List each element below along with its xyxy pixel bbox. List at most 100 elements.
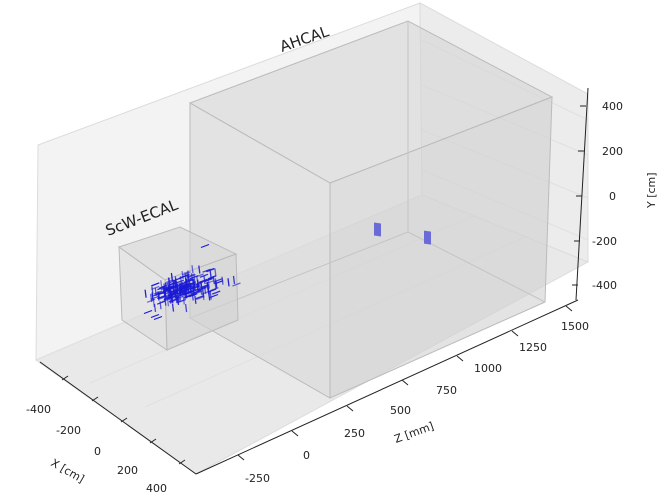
ecal-hit bbox=[164, 288, 167, 298]
ecal-hit bbox=[174, 295, 184, 300]
ecal-hit bbox=[191, 288, 201, 293]
ecal-hit bbox=[185, 288, 188, 297]
ecal-hit bbox=[189, 285, 192, 294]
ecal-hit bbox=[214, 268, 217, 277]
z-tick: 1000 bbox=[474, 362, 502, 375]
y-tick: -400 bbox=[592, 279, 617, 292]
ecal-hit bbox=[232, 282, 241, 287]
ecal-hit bbox=[232, 275, 236, 284]
ecal-hit bbox=[153, 315, 163, 321]
ecal-hit bbox=[158, 289, 168, 295]
ecal-hit bbox=[177, 298, 186, 304]
x-tick: 0 bbox=[94, 445, 101, 458]
ecal-hit bbox=[165, 285, 174, 291]
ecal-hit bbox=[195, 295, 204, 300]
ecal-hit bbox=[195, 295, 205, 301]
ecal-hit bbox=[205, 280, 215, 285]
ecal-hit bbox=[191, 290, 200, 295]
ecal-hit bbox=[210, 286, 219, 292]
ecal-hit bbox=[178, 284, 182, 293]
ecal-hit bbox=[189, 275, 199, 280]
ecal-hit bbox=[187, 273, 196, 279]
ecal-hit bbox=[214, 277, 223, 283]
ecal-hit bbox=[205, 267, 215, 273]
ecal-hit bbox=[157, 285, 166, 291]
z-tick: 500 bbox=[390, 404, 411, 417]
ecal-hit bbox=[168, 285, 171, 294]
ecal-hit bbox=[214, 280, 217, 289]
ecal-hit bbox=[209, 293, 219, 299]
x-tick: 200 bbox=[117, 464, 138, 477]
ecal-hit bbox=[156, 300, 166, 305]
ecal-hit bbox=[201, 290, 210, 296]
ecal-hit bbox=[184, 278, 194, 284]
ecal-hit bbox=[169, 289, 179, 294]
ecal-hit bbox=[198, 265, 201, 274]
ecal-hit bbox=[184, 304, 188, 313]
y-axis: 400 200 0 -200 -400 Y [cm] bbox=[572, 87, 658, 301]
ecal-hit bbox=[154, 287, 157, 296]
z-tick: -250 bbox=[245, 472, 270, 485]
z-axis-label: Z [mm] bbox=[393, 420, 436, 446]
ecal-hit bbox=[172, 277, 182, 282]
y-tick: -200 bbox=[592, 235, 617, 248]
ecal-hit bbox=[209, 291, 212, 300]
ecal-hit bbox=[150, 313, 160, 319]
ecal-hit bbox=[185, 282, 195, 287]
z-tick: 1500 bbox=[561, 320, 589, 333]
ecal-hit bbox=[194, 295, 197, 304]
z-tick: 750 bbox=[436, 384, 457, 397]
hit-cloud bbox=[143, 243, 241, 321]
ecal-hit bbox=[143, 309, 153, 315]
z-tick: 250 bbox=[344, 427, 365, 440]
ecal-hit bbox=[207, 280, 211, 289]
ahcal-hit-2 bbox=[374, 222, 381, 237]
ecal-hit bbox=[207, 275, 217, 280]
x-tick: 400 bbox=[146, 482, 167, 492]
z-tick: 0 bbox=[303, 449, 310, 462]
ecal-hit bbox=[180, 283, 183, 292]
ecal-hit bbox=[144, 289, 147, 298]
ecal-hit bbox=[176, 290, 186, 295]
x-tick: -200 bbox=[56, 424, 81, 437]
ecal-hit bbox=[159, 294, 169, 300]
ecal-hit bbox=[151, 286, 154, 295]
y-tick: 200 bbox=[602, 145, 623, 158]
ecal-hit bbox=[160, 286, 170, 291]
ecal-hit bbox=[200, 243, 210, 249]
ecal-hit bbox=[186, 272, 189, 281]
ecal-hit bbox=[184, 293, 193, 299]
ecal-hit bbox=[199, 286, 203, 295]
ecal-hit bbox=[170, 272, 174, 282]
ecal-hit bbox=[171, 303, 175, 312]
ecal-hit bbox=[193, 274, 196, 283]
ecal-hit bbox=[203, 275, 206, 285]
ecal-hit bbox=[151, 282, 160, 287]
x-tick: -400 bbox=[26, 403, 51, 416]
ecal-hit bbox=[192, 287, 195, 296]
ecal-hit bbox=[150, 295, 159, 300]
ecal-hit bbox=[200, 283, 209, 289]
ecal-hit bbox=[204, 278, 213, 283]
ecal-hit bbox=[168, 278, 171, 287]
ecal-hit bbox=[191, 265, 194, 274]
ecal-hit bbox=[170, 294, 173, 303]
ecal-hit bbox=[200, 285, 210, 290]
z-tick: 1250 bbox=[519, 341, 547, 354]
ecal-hit bbox=[176, 283, 179, 292]
ecal-hit bbox=[150, 293, 153, 303]
y-tick: 0 bbox=[609, 190, 616, 203]
ecal-hit bbox=[194, 281, 204, 286]
ecal-hit bbox=[157, 291, 160, 300]
ecal-hit bbox=[214, 280, 224, 285]
ecal-hit bbox=[179, 276, 183, 285]
ecal-hit bbox=[175, 279, 185, 284]
x-axis-label: X [cm] bbox=[49, 456, 87, 485]
y-axis-label: Y [cm] bbox=[645, 172, 658, 209]
ecal-hit bbox=[184, 285, 187, 294]
ecal-hit bbox=[153, 303, 157, 312]
ecal-hit bbox=[214, 278, 218, 287]
ecal-hit bbox=[196, 279, 200, 288]
y-tick: 400 bbox=[602, 100, 623, 113]
ecal-hit bbox=[199, 273, 209, 278]
